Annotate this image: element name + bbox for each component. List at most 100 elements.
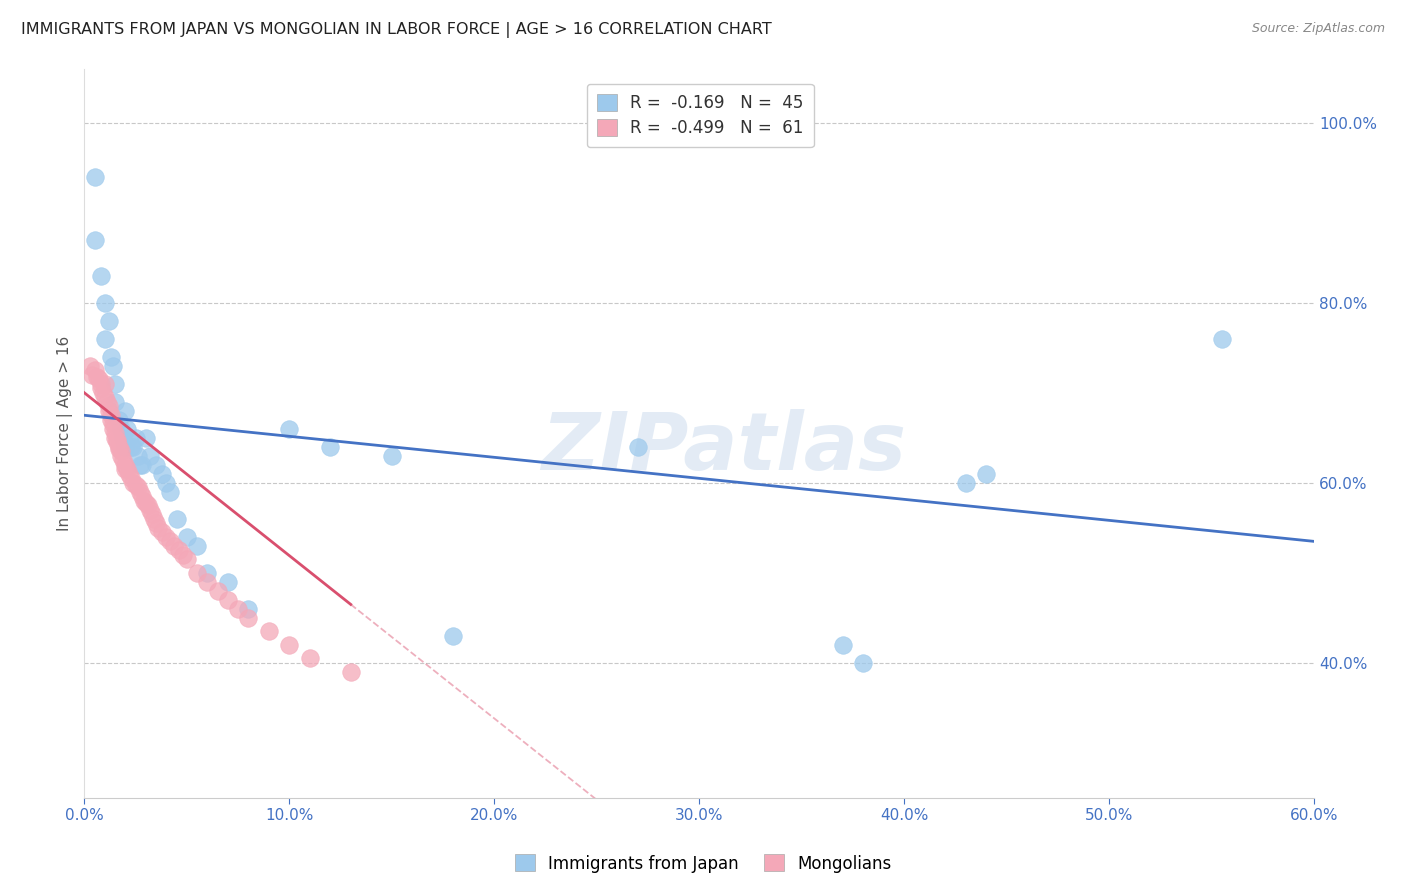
Point (319, 440, 342, 454)
Point (132, 493, 155, 508)
Point (86, 369, 108, 384)
Text: IMMIGRANTS FROM JAPAN VS MONGOLIAN IN LABOR FORCE | AGE > 16 CORRELATION CHART: IMMIGRANTS FROM JAPAN VS MONGOLIAN IN LA… (21, 22, 772, 38)
Point (112, 431, 135, 445)
Point (97, 399, 120, 413)
Point (155, 530, 177, 544)
Point (217, 574, 239, 589)
Point (176, 552, 198, 566)
Point (135, 496, 157, 510)
Point (381, 449, 404, 463)
Point (339, 665, 361, 679)
Point (110, 449, 132, 463)
Point (120, 440, 142, 454)
Point (79, 359, 101, 373)
Point (94, 390, 117, 404)
Point (122, 475, 145, 490)
Point (108, 442, 131, 456)
Point (104, 394, 127, 409)
Point (955, 475, 977, 490)
Point (108, 440, 131, 454)
Point (114, 404, 136, 418)
Point (104, 431, 127, 445)
Point (278, 638, 301, 652)
Point (217, 593, 239, 607)
Point (163, 539, 186, 553)
Point (117, 422, 139, 436)
Point (83, 363, 105, 377)
Point (627, 440, 650, 454)
Point (207, 583, 229, 598)
Point (226, 602, 249, 616)
Point (127, 449, 149, 463)
Legend: Immigrants from Japan, Mongolians: Immigrants from Japan, Mongolians (508, 847, 898, 880)
Point (87, 372, 110, 386)
Point (186, 539, 208, 553)
Text: ZIPatlas: ZIPatlas (541, 409, 907, 487)
Point (131, 489, 153, 503)
Point (141, 508, 163, 522)
Point (97, 404, 120, 418)
Legend: R =  -0.169   N =  45, R =  -0.499   N =  61: R = -0.169 N = 45, R = -0.499 N = 61 (588, 84, 814, 147)
Point (114, 440, 136, 454)
Point (90, 268, 112, 283)
Point (278, 422, 301, 436)
Point (101, 359, 124, 373)
Point (108, 413, 131, 427)
Point (150, 525, 173, 540)
Point (100, 350, 122, 364)
Point (146, 521, 169, 535)
Point (139, 449, 162, 463)
Point (120, 471, 142, 485)
Point (128, 484, 150, 499)
Point (974, 467, 997, 481)
Point (186, 566, 208, 580)
Point (1211, 332, 1233, 346)
Point (238, 611, 260, 625)
Point (94, 376, 117, 391)
Point (128, 458, 150, 472)
Point (150, 467, 173, 481)
Point (159, 484, 181, 499)
Point (195, 574, 218, 589)
Point (105, 435, 128, 450)
Point (122, 440, 145, 454)
Point (101, 417, 124, 432)
Point (167, 543, 190, 558)
Point (96, 394, 118, 409)
Point (257, 624, 280, 639)
Point (852, 656, 875, 670)
Point (131, 458, 153, 472)
Point (91, 385, 114, 400)
Point (105, 433, 128, 447)
Point (117, 462, 139, 476)
Point (238, 602, 260, 616)
Point (176, 530, 198, 544)
Point (101, 422, 124, 436)
Point (143, 512, 166, 526)
Point (124, 431, 146, 445)
Text: Source: ZipAtlas.com: Source: ZipAtlas.com (1251, 22, 1385, 36)
Point (136, 499, 159, 513)
Point (127, 480, 149, 494)
Point (135, 431, 157, 445)
Point (114, 458, 136, 472)
Point (82, 368, 104, 382)
Point (831, 638, 853, 652)
Point (90, 381, 112, 395)
Point (114, 462, 136, 476)
Point (83, 233, 105, 247)
Point (124, 477, 146, 491)
Point (112, 453, 135, 467)
Point (83, 169, 105, 184)
Point (100, 409, 122, 423)
Point (110, 444, 132, 458)
Point (145, 516, 167, 531)
Point (159, 534, 181, 549)
Point (139, 503, 162, 517)
Point (195, 566, 218, 580)
Point (145, 458, 167, 472)
Point (94, 295, 117, 310)
Y-axis label: In Labor Force | Age > 16: In Labor Force | Age > 16 (58, 335, 73, 531)
Point (97, 314, 120, 328)
Point (104, 426, 127, 441)
